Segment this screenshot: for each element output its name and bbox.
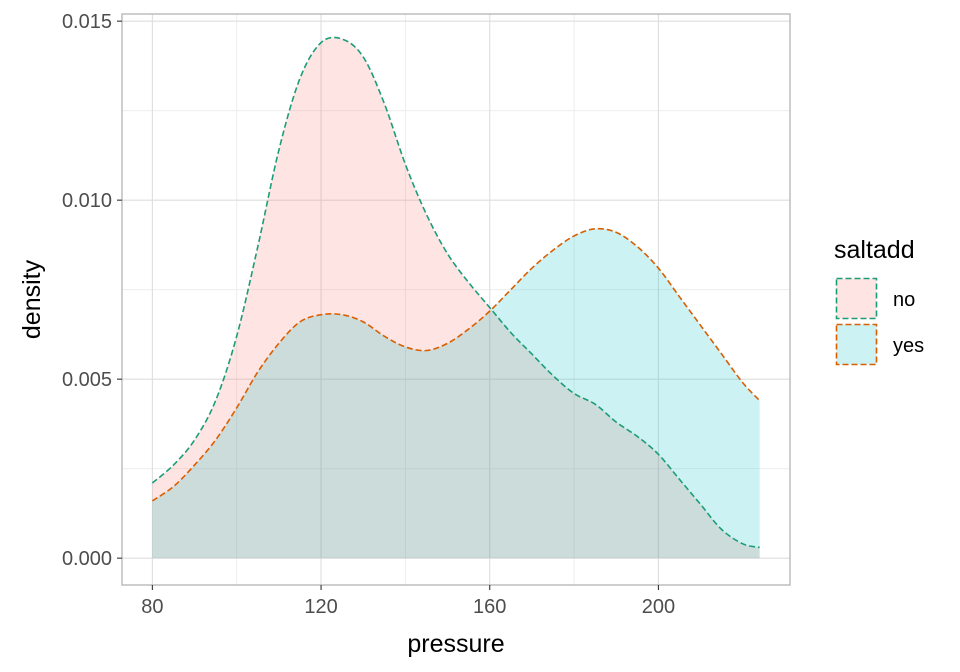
x-tick-label: 80 xyxy=(141,596,163,618)
legend-key-no xyxy=(835,277,878,320)
x-tick-label: 120 xyxy=(304,596,337,618)
y-axis-title: density xyxy=(18,259,46,339)
x-tick-label: 160 xyxy=(473,596,506,618)
legend-label-yes: yes xyxy=(893,335,924,357)
plot-panel-border xyxy=(121,13,791,586)
y-tick-label: 0.000 xyxy=(62,548,112,570)
axis-ticks: 80 120 160 200 0.000 0.005 0.010 0.015 xyxy=(62,11,675,618)
legend-title: saltadd xyxy=(834,236,915,264)
y-tick-label: 0.005 xyxy=(62,369,112,391)
legend-key-bg-yes xyxy=(835,323,878,366)
legend-key-yes xyxy=(835,323,878,366)
legend-label-no: no xyxy=(893,289,915,311)
y-tick-label: 0.015 xyxy=(62,11,112,33)
density-outline-no xyxy=(151,36,760,549)
density-areas xyxy=(151,36,761,559)
density-area-yes xyxy=(152,228,760,559)
x-axis-title: pressure xyxy=(407,630,504,658)
density-area-no xyxy=(152,37,760,559)
legend: saltadd no yes xyxy=(834,236,924,366)
density-outline-yes xyxy=(151,227,761,502)
y-tick-label: 0.010 xyxy=(62,190,112,212)
x-tick-label: 200 xyxy=(642,596,675,618)
gridlines xyxy=(122,14,790,585)
legend-key-bg-no xyxy=(835,277,878,320)
